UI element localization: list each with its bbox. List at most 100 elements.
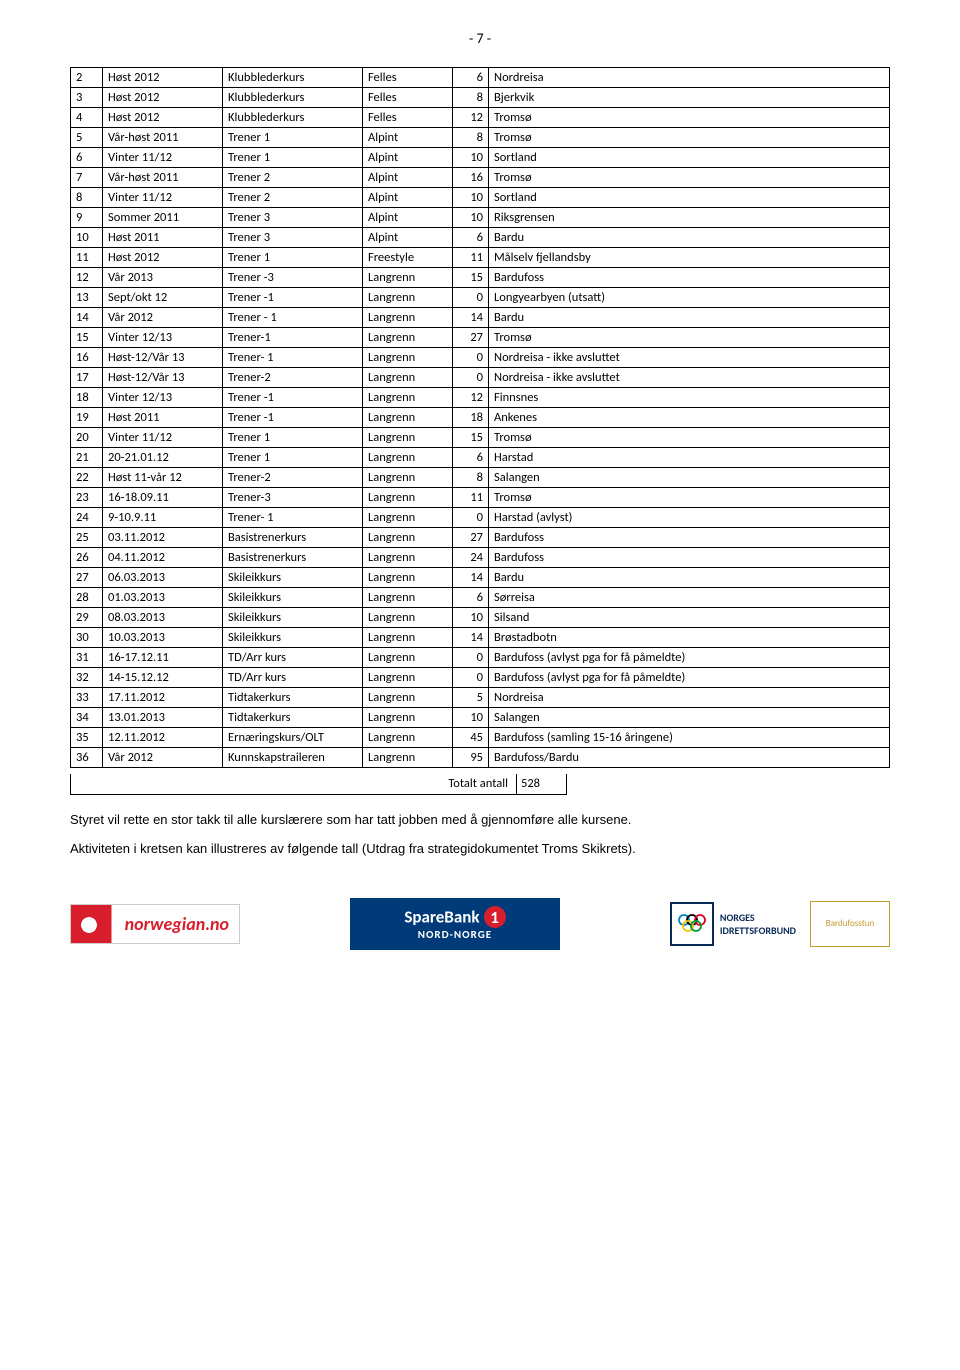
table-row: 4Høst 2012KlubblederkursFelles12Tromsø: [71, 108, 890, 128]
table-cell: Tromsø: [489, 428, 890, 448]
table-cell: 16: [453, 168, 489, 188]
table-cell: 6: [453, 68, 489, 88]
table-cell: Langrenn: [363, 348, 453, 368]
table-cell: 7: [71, 168, 103, 188]
table-cell: Alpint: [363, 168, 453, 188]
table-cell: Trener 3: [223, 228, 363, 248]
table-row: 22Høst 11-vår 12Trener-2Langrenn8Salange…: [71, 468, 890, 488]
table-cell: Langrenn: [363, 468, 453, 488]
sparebank-text: SpareBank: [404, 907, 479, 928]
table-cell: 33: [71, 688, 103, 708]
nif-line1: NORGES: [720, 911, 796, 924]
table-cell: Trener -1: [223, 388, 363, 408]
table-cell: Langrenn: [363, 728, 453, 748]
table-cell: 11: [453, 488, 489, 508]
table-cell: Vinter 11/12: [103, 148, 223, 168]
table-cell: Langrenn: [363, 408, 453, 428]
table-cell: 16: [71, 348, 103, 368]
bardufosstun-text: Bardufosstun: [826, 919, 874, 929]
table-cell: 18: [453, 408, 489, 428]
table-cell: 4: [71, 108, 103, 128]
table-cell: 11: [453, 248, 489, 268]
table-cell: 30: [71, 628, 103, 648]
table-row: 2316-18.09.11Trener-3Langrenn11Tromsø: [71, 488, 890, 508]
table-row: 9Sommer 2011Trener 3Alpint10Riksgrensen: [71, 208, 890, 228]
table-cell: Tidtakerkurs: [223, 708, 363, 728]
table-cell: 45: [453, 728, 489, 748]
table-cell: Skileikkurs: [223, 568, 363, 588]
table-cell: 36: [71, 748, 103, 768]
table-cell: 0: [453, 348, 489, 368]
table-cell: Bardu: [489, 568, 890, 588]
table-cell: Høst 2012: [103, 108, 223, 128]
table-cell: Basistrenerkurs: [223, 528, 363, 548]
nif-line2: IDRETTSFORBUND: [720, 924, 796, 937]
table-cell: Sortland: [489, 148, 890, 168]
table-cell: Felles: [363, 108, 453, 128]
table-cell: 95: [453, 748, 489, 768]
table-cell: Trener - 1: [223, 308, 363, 328]
table-cell: 5: [71, 128, 103, 148]
table-cell: Langrenn: [363, 428, 453, 448]
table-cell: Trener -3: [223, 268, 363, 288]
table-cell: Bardufoss: [489, 268, 890, 288]
table-cell: Langrenn: [363, 388, 453, 408]
table-cell: 13: [71, 288, 103, 308]
table-cell: Langrenn: [363, 548, 453, 568]
table-cell: Bardu: [489, 228, 890, 248]
summary-row: Totalt antall 528: [70, 774, 890, 795]
table-cell: Trener-1: [223, 328, 363, 348]
table-cell: TD/Arr kurs: [223, 648, 363, 668]
table-cell: 25: [71, 528, 103, 548]
table-cell: Klubblederkurs: [223, 108, 363, 128]
table-cell: Alpint: [363, 228, 453, 248]
table-cell: Tromsø: [489, 168, 890, 188]
table-row: 10Høst 2011Trener 3Alpint6Bardu: [71, 228, 890, 248]
table-cell: 21: [71, 448, 103, 468]
table-cell: Høst 11-vår 12: [103, 468, 223, 488]
table-cell: Bardu: [489, 308, 890, 328]
table-row: 2120-21.01.12Trener 1Langrenn6Harstad: [71, 448, 890, 468]
table-cell: 14-15.12.12: [103, 668, 223, 688]
table-row: 12Vår 2013Trener -3Langrenn15Bardufoss: [71, 268, 890, 288]
table-cell: Trener 1: [223, 128, 363, 148]
table-cell: 27: [453, 328, 489, 348]
table-cell: Trener 1: [223, 448, 363, 468]
table-cell: 3: [71, 88, 103, 108]
table-cell: Riksgrensen: [489, 208, 890, 228]
table-cell: Bjerkvik: [489, 88, 890, 108]
table-cell: 15: [453, 268, 489, 288]
table-cell: Høst 2011: [103, 228, 223, 248]
table-cell: 13.01.2013: [103, 708, 223, 728]
table-cell: Trener 2: [223, 168, 363, 188]
table-cell: Vår 2012: [103, 308, 223, 328]
table-cell: Høst-12/Vår 13: [103, 368, 223, 388]
norwegian-logo: norwegian.no: [70, 904, 240, 944]
table-cell: 5: [453, 688, 489, 708]
table-cell: Langrenn: [363, 328, 453, 348]
table-row: 36Vår 2012KunnskapstrailerenLangrenn95Ba…: [71, 748, 890, 768]
table-row: 3512.11.2012Ernæringskurs/OLTLangrenn45B…: [71, 728, 890, 748]
table-cell: Klubblederkurs: [223, 68, 363, 88]
table-cell: 6: [453, 228, 489, 248]
bardufosstun-logo: Bardufosstun: [810, 901, 890, 947]
table-cell: Vinter 11/12: [103, 428, 223, 448]
table-cell: 16-18.09.11: [103, 488, 223, 508]
table-row: 2908.03.2013SkileikkursLangrenn10Silsand: [71, 608, 890, 628]
table-cell: Klubblederkurs: [223, 88, 363, 108]
table-cell: 24: [71, 508, 103, 528]
table-cell: Trener-3: [223, 488, 363, 508]
table-cell: Langrenn: [363, 668, 453, 688]
table-cell: TD/Arr kurs: [223, 668, 363, 688]
table-cell: Tromsø: [489, 488, 890, 508]
nif-logo: NORGES IDRETTSFORBUND: [670, 902, 796, 946]
table-cell: 27: [453, 528, 489, 548]
table-cell: Nordreisa: [489, 68, 890, 88]
table-cell: Nordreisa - ikke avsluttet: [489, 348, 890, 368]
table-cell: Bardufoss/Bardu: [489, 748, 890, 768]
table-cell: Finnsnes: [489, 388, 890, 408]
table-cell: 14: [71, 308, 103, 328]
table-cell: 6: [71, 148, 103, 168]
table-cell: 8: [71, 188, 103, 208]
table-cell: Skileikkurs: [223, 588, 363, 608]
